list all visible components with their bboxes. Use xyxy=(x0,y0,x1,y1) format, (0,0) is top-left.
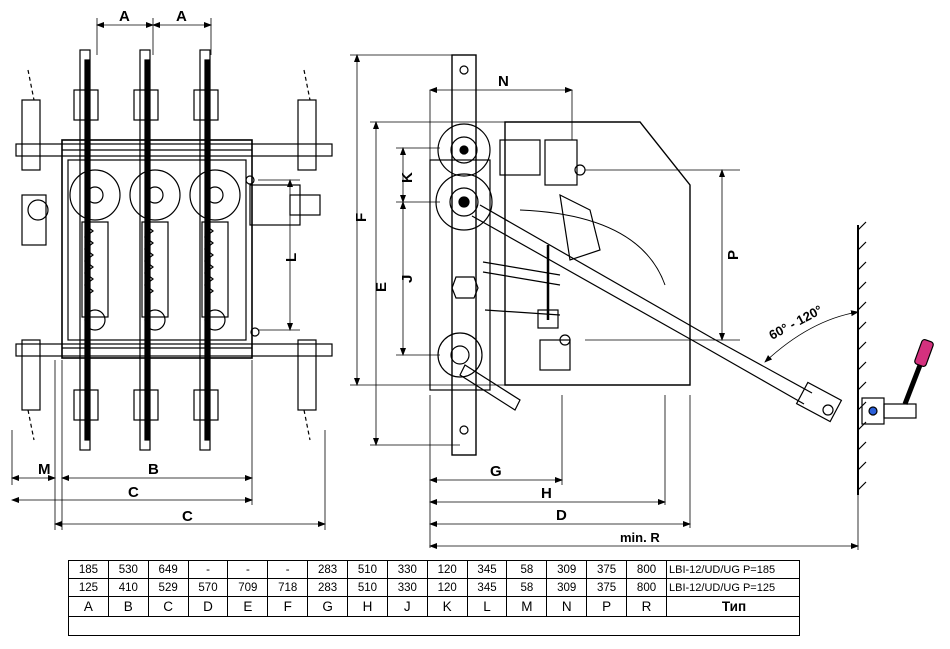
table-cell: 58 xyxy=(506,578,548,597)
table-cell: - xyxy=(227,560,269,579)
table-cell: 529 xyxy=(147,578,189,597)
table-header-cell: G xyxy=(307,596,349,617)
table-cell: 283 xyxy=(307,578,349,597)
side-view-dimension-labels: F N E K J P G H D min. R 60° - 120° xyxy=(353,73,825,545)
table-header-cell: L xyxy=(466,596,508,617)
table-cell: 530 xyxy=(107,560,149,579)
dim-label-b: B xyxy=(148,461,159,478)
table-cell: 709 xyxy=(227,578,269,597)
table-header-cell: B xyxy=(107,596,149,617)
table-cell: 345 xyxy=(466,578,508,597)
dim-label-c: C xyxy=(182,508,193,525)
table-header-cell: E xyxy=(227,596,269,617)
table-header-cell: C xyxy=(147,596,189,617)
table-cell: 410 xyxy=(107,578,149,597)
pole-column xyxy=(69,49,121,451)
dimension-table: 185 530 649- - -283 510 330 120 345 58 309 375 800 LB… xyxy=(68,560,800,636)
dim-label-d: D xyxy=(556,507,567,524)
table-header-cell: H xyxy=(347,596,388,617)
dim-label-a: A xyxy=(119,8,130,25)
dim-label-k: K xyxy=(399,172,416,183)
dim-label-c: C xyxy=(128,484,139,501)
dim-label-h: H xyxy=(541,485,552,502)
table-cell: 330 xyxy=(386,578,428,597)
table-cell: 330 xyxy=(386,560,428,579)
table-header-cell: R xyxy=(626,596,667,617)
table-cell: 120 xyxy=(426,578,468,597)
table-cell: 345 xyxy=(466,560,508,579)
table-cell: 185 xyxy=(68,560,109,579)
table-header-type: Тип xyxy=(666,596,800,617)
dim-label-p: P xyxy=(725,250,742,260)
dim-label-e: E xyxy=(373,282,390,292)
pole-column xyxy=(189,49,241,451)
table-header-cell: P xyxy=(586,596,628,617)
table-cell: 800 xyxy=(626,560,667,579)
dim-label-l: L xyxy=(283,253,300,262)
table-cell: 375 xyxy=(586,560,628,579)
table-cell: 309 xyxy=(546,578,588,597)
table-header-cell: J xyxy=(386,596,428,617)
table-header-row: A B C D E F G H J K L M N P R Тип xyxy=(68,596,800,617)
table-cell: 570 xyxy=(187,578,229,597)
table-cell: 120 xyxy=(426,560,468,579)
table-cell: 510 xyxy=(347,560,388,579)
side-view xyxy=(429,54,934,495)
table-cell: 649 xyxy=(147,560,189,579)
table-cell-type: LBI-12/UD/UG P=125 xyxy=(666,578,800,597)
table-cell-type: LBI-12/UD/UG P=185 xyxy=(666,560,800,579)
table-blank-cell xyxy=(68,616,800,636)
front-view-dimension-labels: A A L M B C C xyxy=(38,8,300,525)
technical-drawing: A A L M B C C xyxy=(11,8,934,550)
table-cell: 309 xyxy=(546,560,588,579)
table-header-cell: M xyxy=(506,596,548,617)
table-header-cell: D xyxy=(187,596,229,617)
table-cell: 800 xyxy=(626,578,667,597)
table-blank-row xyxy=(68,616,800,636)
table-cell: - xyxy=(267,560,309,579)
dim-label-f: F xyxy=(353,213,370,222)
table-cell: 375 xyxy=(586,578,628,597)
side-view-dimensions xyxy=(350,54,859,550)
table-cell: 283 xyxy=(307,560,349,579)
table-cell: 718 xyxy=(267,578,309,597)
table-header-cell: F xyxy=(267,596,309,617)
table-header-cell: N xyxy=(546,596,588,617)
table-cell: - xyxy=(187,560,229,579)
table-row: 185 530 649- - -283 510 330 120 345 58 309 375 800 LB… xyxy=(68,560,800,579)
table-cell: 58 xyxy=(506,560,548,579)
dim-label-a: A xyxy=(176,8,187,25)
front-view-dimensions xyxy=(11,18,326,530)
front-view xyxy=(15,49,333,451)
table-header-cell: K xyxy=(426,596,468,617)
dim-label-j: J xyxy=(399,275,416,283)
table-header-cell: A xyxy=(68,596,109,617)
dim-label-min-r: min. R xyxy=(620,530,660,545)
table-cell: 510 xyxy=(347,578,388,597)
angle-label: 60° - 120° xyxy=(766,302,824,343)
pole-column xyxy=(129,49,181,451)
dim-label-g: G xyxy=(490,463,502,480)
dim-label-n: N xyxy=(498,73,509,90)
table-row: 125 410 529 570 709 718 283 510 330 120 345 58 309 37… xyxy=(68,578,800,597)
table-cell: 125 xyxy=(68,578,109,597)
dim-label-m: M xyxy=(38,461,51,478)
